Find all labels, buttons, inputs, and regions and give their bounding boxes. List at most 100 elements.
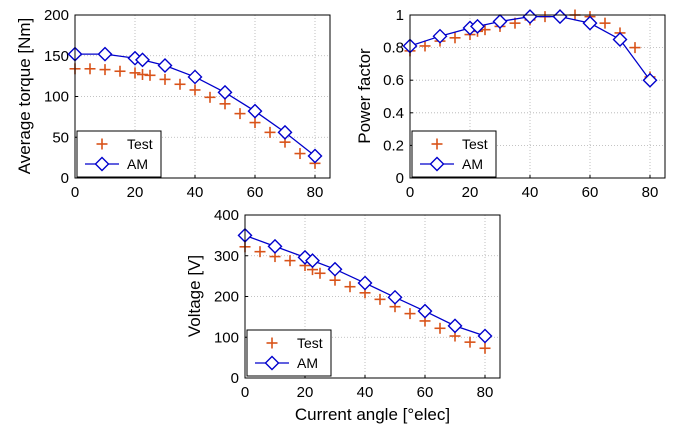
y-axis-label: Power factor bbox=[355, 48, 374, 144]
data-point-test bbox=[99, 64, 111, 76]
data-point-test bbox=[249, 117, 261, 129]
data-point-test bbox=[464, 336, 476, 348]
data-point-am bbox=[642, 72, 658, 88]
legend: Test AM bbox=[411, 130, 497, 178]
data-point-test bbox=[629, 42, 641, 54]
data-point-test bbox=[219, 98, 231, 110]
y-tick-label: 100 bbox=[214, 329, 239, 346]
data-point-test bbox=[189, 84, 201, 96]
data-point-am bbox=[477, 328, 493, 344]
y-tick-label: 0.8 bbox=[383, 40, 404, 57]
x-tick-label: 40 bbox=[522, 184, 539, 201]
data-point-am bbox=[157, 58, 173, 74]
data-point-test bbox=[174, 78, 186, 90]
legend-label: Test bbox=[297, 335, 323, 351]
y-tick-label: 200 bbox=[44, 7, 69, 24]
data-point-am bbox=[612, 31, 628, 47]
data-point-am bbox=[187, 69, 203, 85]
x-tick-label: 20 bbox=[127, 184, 144, 201]
data-point-test bbox=[294, 148, 306, 160]
legend-label: AM bbox=[462, 156, 483, 172]
x-axis-label: Current angle [°elec] bbox=[295, 405, 450, 424]
chart-pf: 0 20 40 60 80 0 0.2 0.4 0.6 0.8 1 Test AM Power facto… bbox=[355, 7, 666, 201]
data-point-test bbox=[114, 65, 126, 77]
y-tick-label: 0 bbox=[396, 170, 404, 187]
data-point-test bbox=[264, 126, 276, 138]
series-am bbox=[67, 46, 323, 164]
legend-box bbox=[411, 130, 497, 178]
legend: Test AM bbox=[76, 130, 162, 178]
x-tick-label: 60 bbox=[247, 184, 264, 201]
data-point-am bbox=[247, 103, 263, 119]
series-test bbox=[69, 63, 321, 169]
x-tick-label: 0 bbox=[241, 384, 249, 401]
y-tick-label: 0 bbox=[61, 170, 69, 187]
legend-label: Test bbox=[462, 136, 488, 152]
x-tick-label: 0 bbox=[71, 184, 79, 201]
data-point-am bbox=[417, 303, 433, 319]
chart-torque: 0 20 40 60 80 0 50 100 150 200 Test AM Average torqu… bbox=[15, 7, 331, 201]
y-tick-label: 400 bbox=[214, 207, 239, 224]
x-tick-label: 40 bbox=[357, 384, 374, 401]
x-tick-label: 20 bbox=[462, 184, 479, 201]
series-line bbox=[75, 53, 316, 157]
data-point-am bbox=[432, 28, 448, 44]
data-point-test bbox=[254, 246, 266, 258]
data-point-am bbox=[582, 15, 598, 31]
x-tick-label: 40 bbox=[187, 184, 204, 201]
x-tick-label: 0 bbox=[406, 184, 414, 201]
data-point-am bbox=[97, 46, 113, 62]
data-point-am bbox=[327, 261, 343, 277]
axis-box bbox=[244, 214, 501, 379]
y-tick-label: 200 bbox=[214, 289, 239, 306]
data-point-test bbox=[284, 255, 296, 267]
x-tick-label: 60 bbox=[582, 184, 599, 201]
y-axis-label: Voltage [V] bbox=[185, 255, 204, 337]
data-point-am bbox=[135, 52, 150, 68]
data-point-test bbox=[159, 73, 171, 85]
series-am bbox=[402, 9, 658, 88]
y-tick-label: 0.2 bbox=[383, 137, 404, 154]
legend-marker-am bbox=[94, 156, 110, 172]
data-point-am bbox=[217, 84, 233, 100]
legend-marker-test bbox=[96, 138, 108, 150]
series-line bbox=[409, 15, 651, 81]
data-point-am bbox=[277, 124, 293, 140]
data-point-am bbox=[447, 318, 463, 334]
data-point-test bbox=[129, 67, 141, 79]
legend-marker-test bbox=[266, 337, 278, 349]
y-axis-label: Average torque [Nm] bbox=[15, 18, 34, 175]
data-point-test bbox=[234, 108, 246, 120]
x-tick-label: 80 bbox=[307, 184, 324, 201]
axis-box bbox=[409, 14, 666, 179]
data-point-test bbox=[449, 32, 461, 44]
data-point-test bbox=[344, 281, 356, 293]
x-tick-label: 60 bbox=[417, 384, 434, 401]
data-point-test bbox=[84, 63, 96, 75]
y-tick-label: 150 bbox=[44, 48, 69, 65]
y-tick-label: 0.6 bbox=[383, 72, 404, 89]
legend: Test AM bbox=[246, 329, 332, 377]
data-point-test bbox=[479, 342, 491, 354]
chart-voltage: 0 20 40 60 80 0 100 200 300 400 Test AM Voltage [V] C… bbox=[185, 207, 501, 424]
y-tick-label: 50 bbox=[52, 129, 69, 146]
legend-label: AM bbox=[127, 156, 148, 172]
data-point-am bbox=[552, 9, 568, 25]
data-point-test bbox=[374, 293, 386, 305]
data-point-am bbox=[305, 253, 320, 269]
legend-label: Test bbox=[127, 136, 153, 152]
series-line bbox=[244, 234, 486, 337]
x-tick-label: 20 bbox=[297, 384, 314, 401]
data-point-test bbox=[434, 322, 446, 334]
data-point-test bbox=[144, 69, 156, 81]
x-tick-label: 80 bbox=[642, 184, 659, 201]
data-point-test bbox=[314, 267, 326, 279]
y-tick-label: 0 bbox=[231, 370, 239, 387]
data-point-am bbox=[522, 9, 538, 25]
legend-box bbox=[76, 130, 162, 178]
data-point-test bbox=[599, 17, 611, 29]
legend-marker-test bbox=[431, 138, 443, 150]
x-tick-label: 80 bbox=[477, 384, 494, 401]
y-tick-label: 300 bbox=[214, 248, 239, 265]
